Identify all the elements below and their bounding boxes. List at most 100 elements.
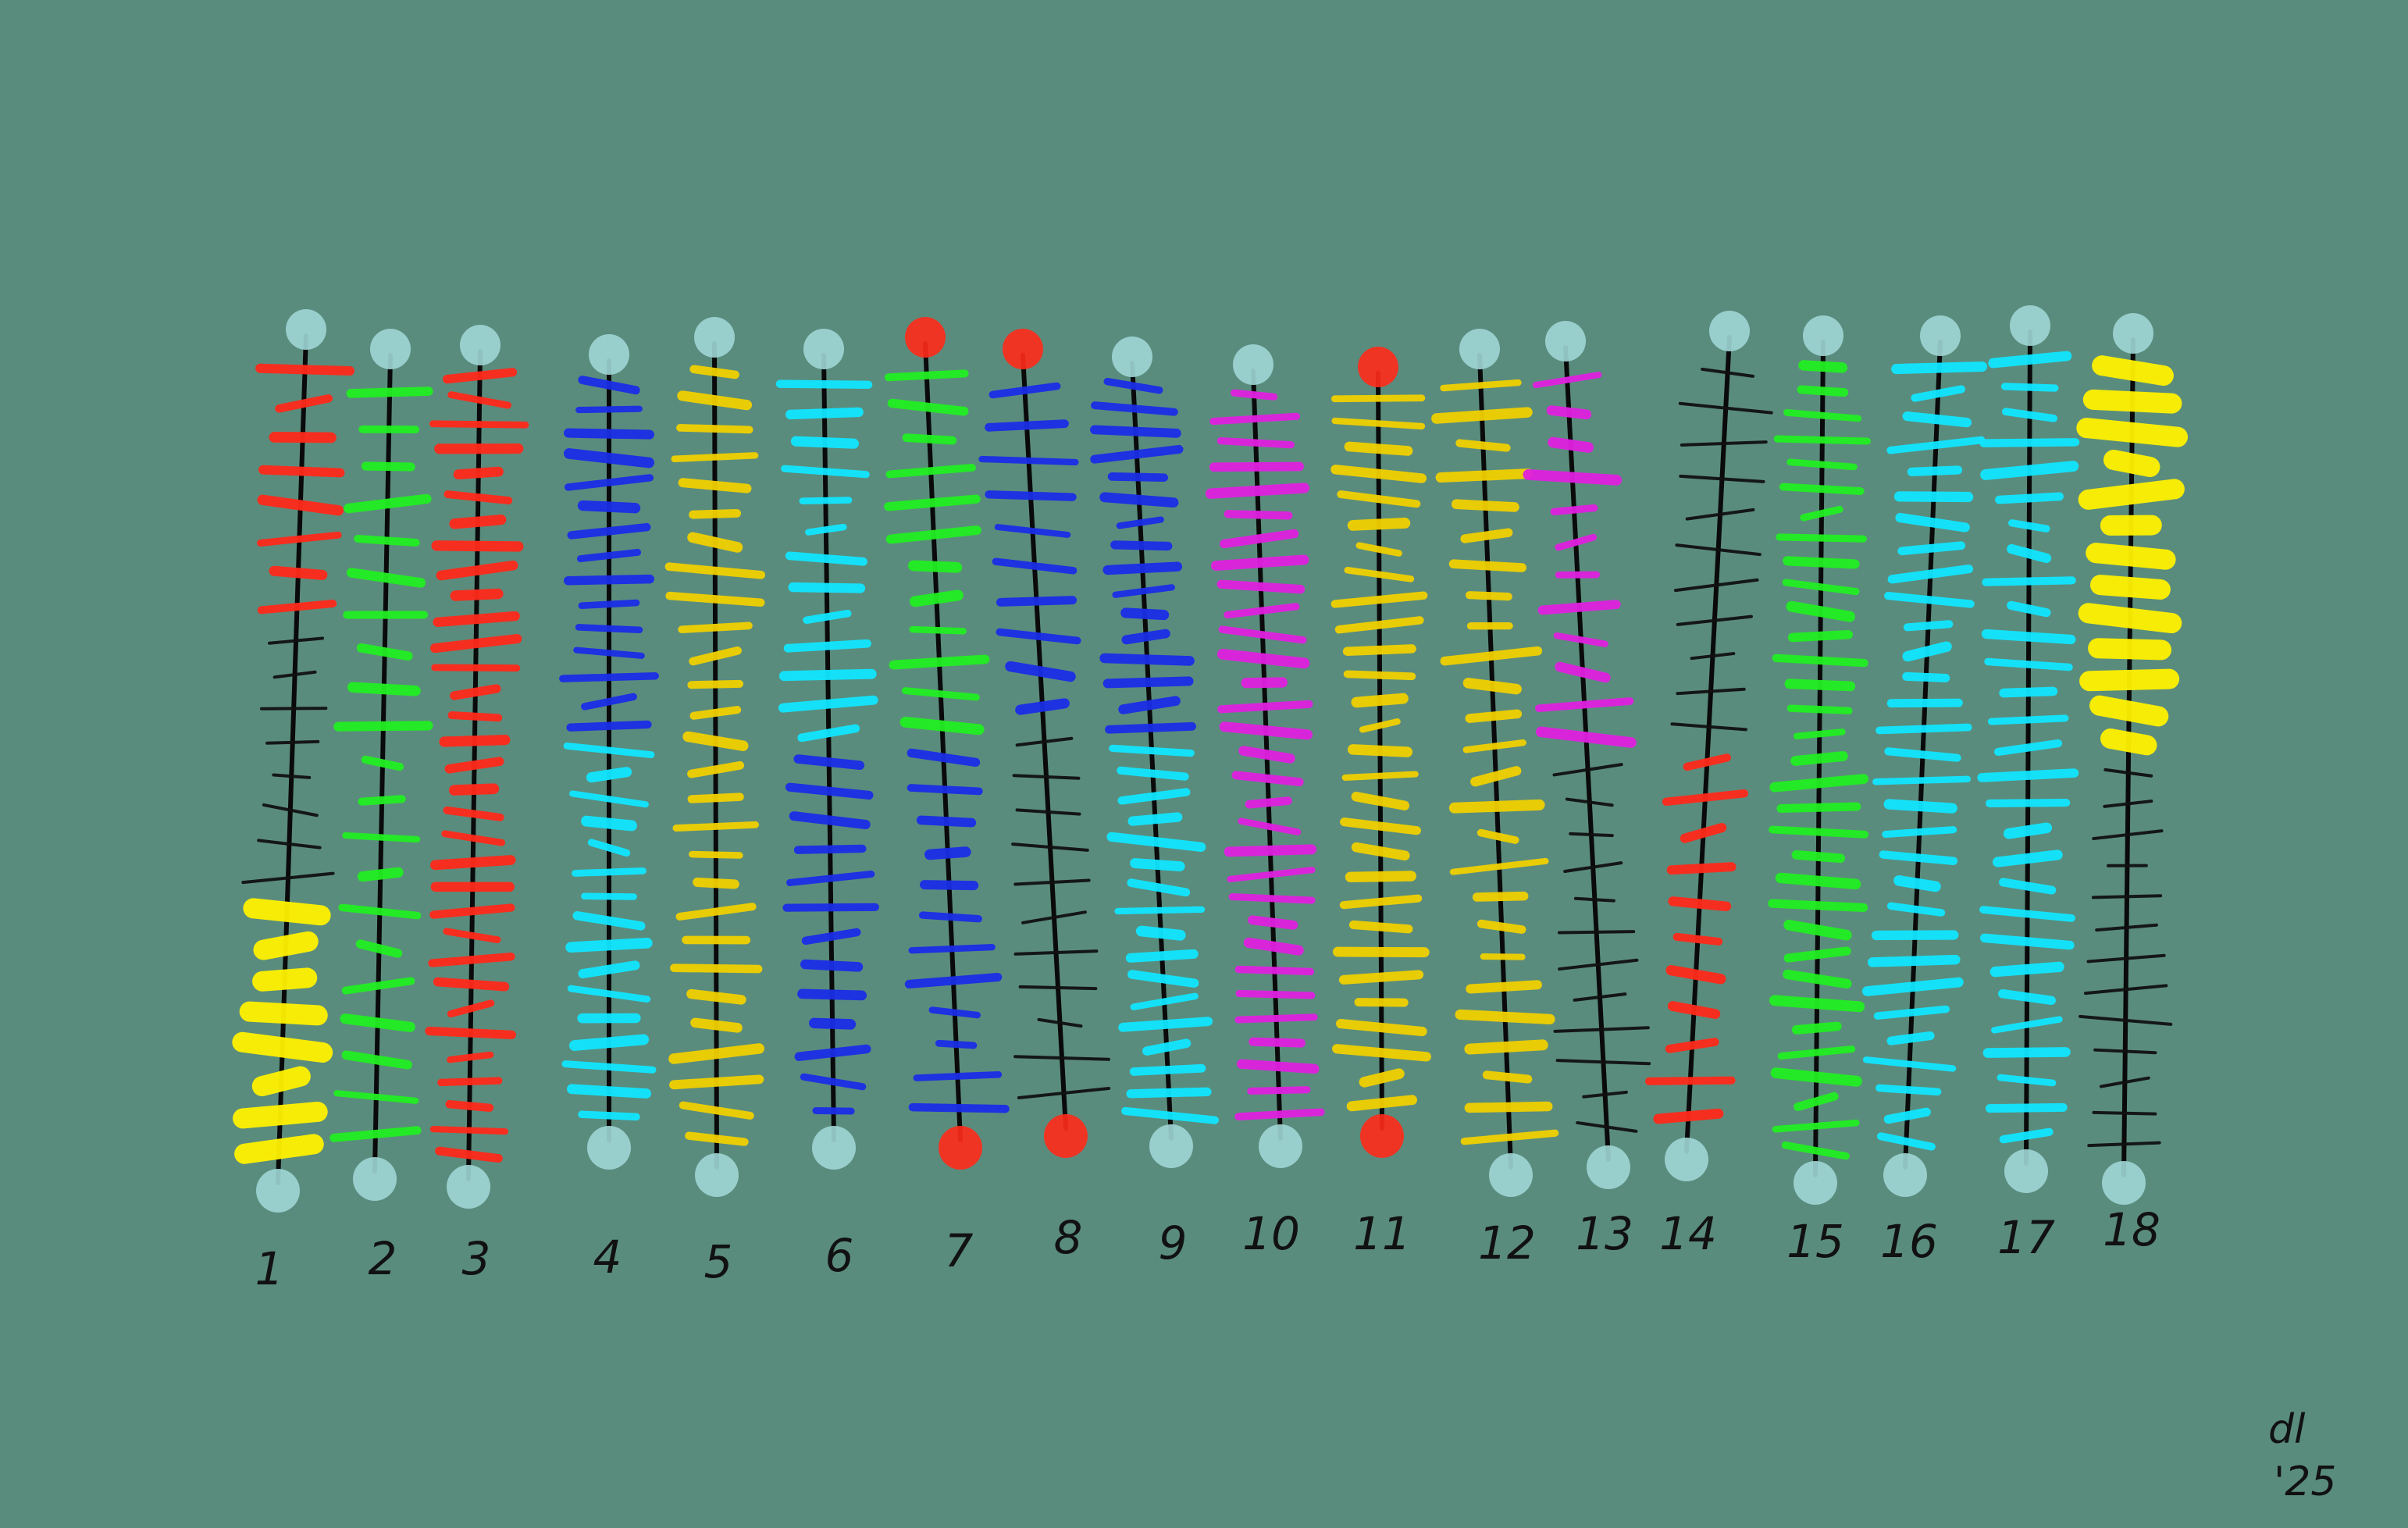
strand-mark [1876,1132,1936,1151]
strand-mark [433,611,520,627]
strand-mark [1670,722,1747,732]
strand-label-14: 14 [1659,1207,1717,1260]
strand-mark [1685,508,1755,521]
strand-mark [265,739,320,745]
strand-line [2121,337,2135,1177]
strand-mark [1472,891,1529,902]
strand-mark [1224,510,1293,520]
strand-mark [1117,788,1191,805]
strand-mark [1347,518,1411,531]
strand-4 [559,334,659,1170]
strand-mark [272,773,312,779]
strand-top-cap [589,334,629,375]
signature-year: '25 [2274,1459,2336,1505]
strand-mark [575,405,643,414]
strand-mark [561,1060,657,1074]
strand-mark [361,755,404,771]
strand-mark [671,452,759,462]
strand-mark [566,1084,652,1099]
strand-mark [1769,774,1869,792]
strand-mark [577,500,641,514]
strand-mark [803,609,852,625]
strand-mark [2091,894,2163,899]
strand-mark [1359,718,1401,733]
strand-mark [1676,687,1746,696]
strand-label-9: 9 [1159,1216,1188,1270]
strand-mark [1786,600,1855,622]
strand-mark [678,622,753,634]
strand-mark [2092,1110,2157,1116]
strand-mark [2001,408,2058,422]
strand-line [1563,345,1611,1162]
strand-bottom-cap [1587,1145,1630,1189]
strand-mark [1228,892,1316,904]
strand-bottom-cap [1489,1153,1533,1197]
strand-mark [665,591,765,607]
strand-mark [1982,576,2076,586]
strand-mark [431,540,524,552]
strand-mark [693,877,739,889]
strand-mark [1907,465,1963,476]
strand-label-18: 18 [2103,1203,2160,1256]
strand-3 [425,325,529,1209]
strand-mark [1344,567,1415,582]
strand-mark [1464,1101,1553,1113]
strand-mark [233,1101,328,1129]
strand-mark [775,379,873,389]
strand-mark [1431,407,1533,424]
strand-mark [1886,902,1946,917]
strand-mark [1351,792,1410,810]
strand-mark [789,811,871,829]
strand-mark [1234,1013,1318,1024]
strand-mark [1665,1038,1719,1053]
strand-mark [909,625,967,635]
strand-mark [918,911,982,923]
strand-mark [425,1026,516,1039]
strand-mark [1873,1005,1950,1020]
strand-mark [1783,919,1852,941]
strand-mark [2086,543,2176,570]
strand-top-cap [1003,329,1043,369]
strand-mark [1797,385,1849,397]
strand-mark [429,1126,509,1135]
strand-mark [241,871,335,885]
strand-mark [812,1107,855,1115]
strand-mark [1861,977,1964,996]
strand-mark [449,514,507,529]
strand-mark [333,721,433,732]
strand-mark [1121,1106,1219,1124]
strand-mark [252,967,318,992]
strand-top-cap [1233,344,1273,385]
strand-mark [1465,709,1523,723]
strand-mark [1224,844,1317,857]
strand-line [821,353,836,1142]
strand-mark [908,1102,1010,1113]
strand-mark [443,806,504,821]
strand-mark [679,1101,754,1120]
strand-mark [690,1017,743,1033]
strand-mark [2078,479,2185,510]
strand-mark [259,707,328,711]
strand-mark [884,494,981,511]
strand-mark [1897,541,1966,556]
strand-mark [809,1017,857,1030]
strand-mark [783,639,871,653]
strand-mark [1683,753,1731,771]
strand-top-cap [1459,329,1500,369]
strand-mark [1783,556,1860,569]
strand-mark [1553,632,1608,647]
strand-mark [924,846,971,860]
strand-13 [1523,321,1651,1189]
strand-mark [1480,953,1526,960]
strand-bottom-cap [939,1126,982,1170]
strand-mark [1351,842,1410,861]
strand-mark [243,898,331,926]
strand-mark [1887,565,1974,584]
strand-mark [1238,817,1302,835]
strand-mark [1015,698,1070,715]
strand-top-cap [905,317,946,358]
strand-mark [1440,379,1522,392]
strand-mark [1118,696,1181,714]
strand-mark [1216,437,1295,449]
strand-mark [1776,533,1867,543]
